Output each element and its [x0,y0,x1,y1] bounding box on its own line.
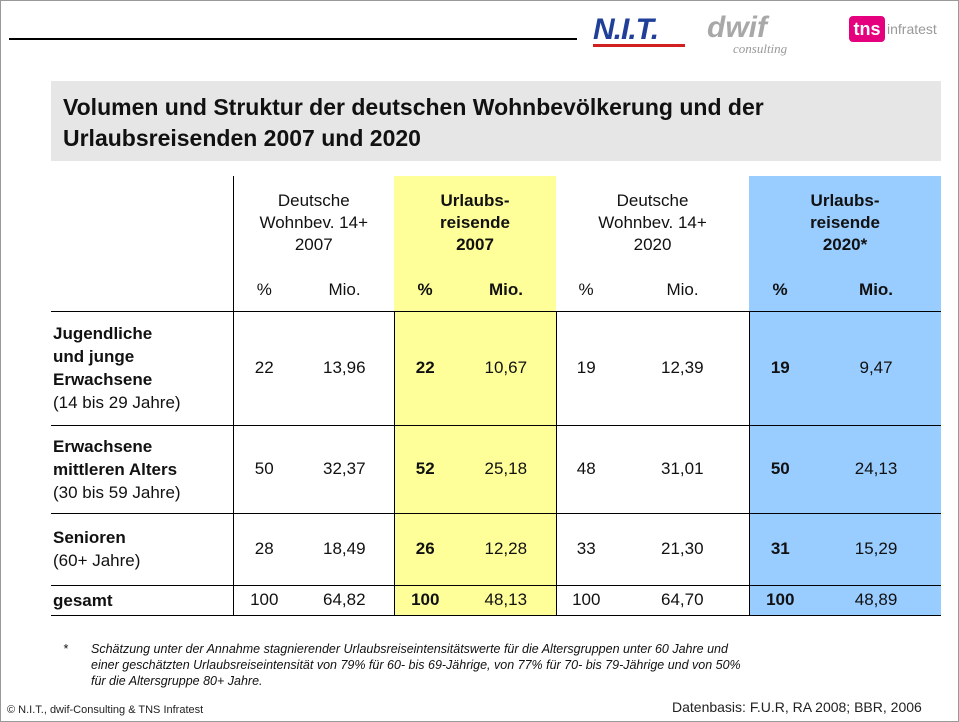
logo-consulting: consulting [733,41,788,56]
row-label-line: mittleren Alters [53,459,178,479]
header-line: 2020* [822,234,868,254]
cell: 100 [393,584,457,616]
data-table: Deutsche Wohnbev. 14+ 2007 Urlaubs-reisende… [51,176,942,616]
cell: 64,70 [616,584,750,616]
footnote-line: für die Altersgruppe 80+ Jahre. [91,674,263,688]
cell: 52 [393,424,457,513]
logo-nit: N.I.T. [593,15,685,47]
cell: 12,39 [616,310,750,425]
logo-dwif: dwif [707,11,767,44]
cell: 28 [232,512,295,585]
cell: 48 [555,424,617,513]
group-header: Deutsche Wohnbev. 14+ 2007 [232,176,395,269]
row-label-line: gesamt [53,590,113,610]
header-row: Deutsche Wohnbev. 14+ 2007 Urlaubs-reisende… [51,176,942,269]
cell: 25,18 [456,424,557,513]
data-row: Jugendliche und junge Erwachsene (14 bis 29… [51,310,942,425]
header-line: Wohnbev. 14+ [598,212,707,232]
row-sublabel: (60+ Jahre) [53,551,141,570]
cell: 19 [748,310,812,425]
header-line: Deutsche [277,190,350,210]
cell: 19 [555,310,617,425]
subheader: Mio. [666,279,699,299]
data-row: Senioren (60+ Jahre) 28 18,49 26 12,28 33 21,30… [51,512,942,585]
source: Datenbasis: F.U.R, RA 2008; BBR, 2006 [672,699,922,715]
cell: 22 [393,310,457,425]
logo-infratest: infratest [887,21,937,37]
header-line: reisende [810,212,880,232]
subheader: % [578,279,594,299]
subheader: % [394,269,457,311]
data-row: Erwachsene mittleren Alters (30 bis 59 Jah… [51,424,942,513]
corner [51,176,233,269]
subheader: Mio. [456,269,557,311]
cell: 50 [232,424,295,513]
row-label-line: und junge [53,347,135,366]
cell: 100 [555,584,617,616]
row-sublabel: (30 bis 59 Jahre) [53,482,181,502]
row-label: Erwachsene mittleren Alters (30 bis 59 Jah… [51,424,233,513]
footnote-text: Schätzung unter der Annahme stagnierende… [91,641,741,689]
cell: 32,37 [295,424,395,513]
footnote-marker: * [63,642,68,656]
header-line: 2020 [633,234,672,254]
subheader: Mio. [328,279,361,299]
logo-tns: tns [849,16,885,42]
cell: 48,89 [811,584,942,616]
row-label: gesamt [51,584,233,616]
cell: 64,82 [295,584,395,616]
cell: 22 [232,310,295,425]
cell: 12,28 [456,512,557,585]
cell: 31 [748,512,812,585]
header-line: Urlaubs- [810,190,880,210]
cell: 31,01 [616,424,750,513]
cell: 33 [555,512,617,585]
cell: 26 [393,512,457,585]
header-line: Deutsche [616,190,689,210]
subheader-row: % Mio.% Mio.% Mio.% Mio. [51,269,942,311]
header-line: reisende [440,212,510,232]
header-line: Urlaubs- [440,190,510,210]
group-header: Deutsche Wohnbev. 14+ 2020 [556,176,749,269]
cell: 50 [748,424,812,513]
corner [51,269,233,311]
copyright: © N.I.T., dwif-Consulting & TNS Infrates… [7,704,204,716]
subheader: % [749,269,812,311]
row-label-line: Erwachsene [53,436,153,456]
cell: 18,49 [295,512,395,585]
row-label-line: Erwachsene [53,370,153,389]
footnote-line: Schätzung unter der Annahme stagnierende… [91,642,728,656]
header-line: 2007 [456,234,494,254]
cell: 13,96 [295,310,395,425]
header-line: Wohnbev. 14+ [259,212,369,232]
group-header: Urlaubs-reisende 2020* [749,176,942,269]
row-sublabel: (14 bis 29 Jahre) [53,393,181,412]
cell: 100 [748,584,812,616]
title: Volumen und Struktur der deutschen Wohnb… [51,81,941,161]
title-line: Urlaubsreisenden 2007 und 2020 [63,125,421,151]
row-label: Senioren (60+ Jahre) [51,512,233,585]
top-rule [9,38,577,40]
subheader: % [232,269,295,311]
data-row: gesamt 100 64,82 100 48,13 100 64,70 100 48,89 [51,584,942,616]
cell: 24,13 [811,424,942,513]
footnote: * Schätzung unter der Annahme stagnierend… [63,641,741,689]
subheader: Mio. [811,269,942,311]
header-line: 2007 [294,234,333,254]
row-label: Jugendliche und junge Erwachsene (14 bis 29… [51,310,233,425]
group-header: Urlaubs-reisende 2007 [394,176,557,269]
cell: 15,29 [811,512,942,585]
title-line: Volumen und Struktur der deutschen Wohnb… [63,94,764,120]
row-label-line: Senioren [53,528,126,547]
cell: 10,67 [456,310,557,425]
cell: 48,13 [456,584,557,616]
cell: 100 [232,584,295,616]
row-label-line: Jugendliche [53,324,153,343]
cell: 21,30 [616,512,750,585]
footnote-line: einer geschätzten Urlaubsreiseintensität… [91,658,741,672]
cell: 9,47 [811,310,942,425]
